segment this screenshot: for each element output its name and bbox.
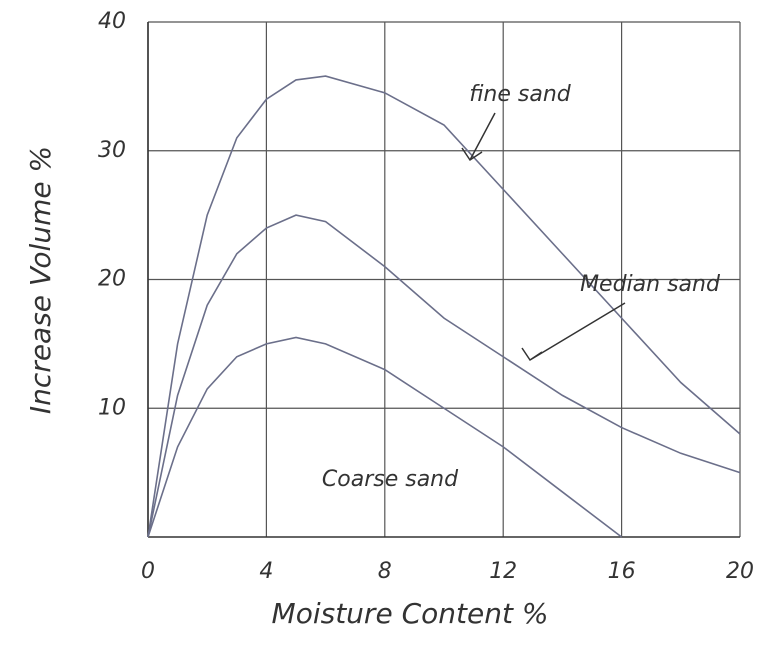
x-tick-label: 16 <box>608 559 636 584</box>
x-tick-label: 8 <box>378 559 392 584</box>
x-tick-label: 4 <box>259 559 273 584</box>
arrow <box>522 303 625 360</box>
y-axis-label: Increase Volume % <box>24 146 57 414</box>
chart: Moisture Content % Increase Volume % 10 2… <box>0 0 771 649</box>
x-tick-label: 0 <box>141 559 155 584</box>
series-label: Coarse sand <box>322 467 459 492</box>
y-tick-label: 20 <box>98 267 126 292</box>
y-tick-label: 30 <box>98 138 126 163</box>
series-label: Median sand <box>580 272 721 297</box>
y-tick-label: 10 <box>98 395 126 420</box>
x-tick-label: 12 <box>489 559 517 584</box>
arrow <box>462 113 495 160</box>
x-tick-label: 20 <box>726 559 754 584</box>
y-tick-label: 40 <box>98 9 126 34</box>
x-axis-label: Moisture Content % <box>272 597 549 630</box>
series-label: fine sand <box>469 82 572 107</box>
